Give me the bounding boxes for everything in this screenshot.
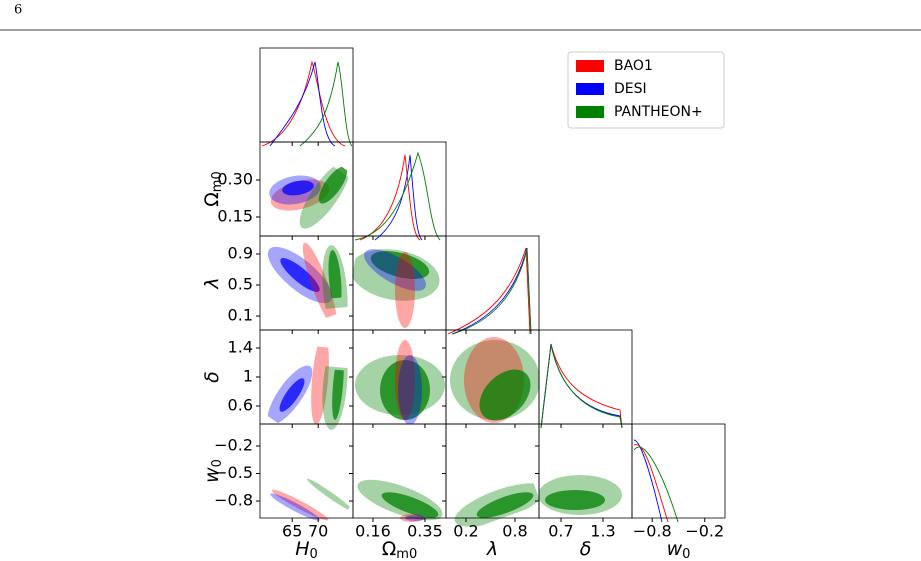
credible-region [302,242,338,328]
x-tick-label: 0.8 [502,522,527,541]
credible-region [479,369,531,421]
credible-region [311,342,329,425]
credible-region [364,249,426,291]
credible-region [270,493,320,521]
label-symbol: Ω [201,192,223,207]
legend-label: PANTHEON+ [614,104,703,120]
x-axis-label: H0 [295,538,318,561]
legend-swatch [576,106,604,118]
x-axis-label: w0 [667,538,691,561]
y-axis-label: δ [201,371,223,383]
credible-region [306,478,354,512]
marginal-curve [451,247,532,335]
y-tick-label: 0.30 [217,169,253,188]
label-subscript: 0 [682,547,690,561]
panel-frame [631,423,726,519]
y-tick-label: −0.8 [214,491,253,510]
marginal-curve [540,343,623,429]
y-tick-label: 0.6 [228,396,253,415]
legend-label: DESI [614,81,647,97]
marginal-curve [261,60,346,147]
y-axis-label: w0 [201,459,225,483]
label-subscript: 0 [310,547,318,561]
marginal-curve [359,154,421,241]
marginal-curve [354,151,441,241]
legend-swatch [576,83,604,95]
x-tick-label: 0.16 [355,522,391,541]
y-tick-label: 1 [243,367,253,386]
label-subscript: m0 [210,171,225,192]
label-symbol: λ [486,538,498,560]
credible-region [380,360,430,420]
marginal-curve [633,446,679,523]
credible-region [280,258,320,292]
marginal-curve [269,61,336,147]
y-tick-label: 1.4 [228,337,253,356]
marginal-curve [447,247,531,335]
x-tick-label: 0.7 [548,522,573,541]
x-axis-label: λ [486,538,498,560]
legend-swatch [576,60,604,72]
y-tick-label: 0.5 [228,275,253,294]
marginal-curve [540,344,623,429]
panel-frame [352,141,447,237]
x-axis-label: δ [580,538,592,560]
credible-region [476,492,534,518]
y-tick-label: 0.9 [228,243,253,262]
y-axis-label: Ωm0 [201,171,225,206]
label-symbol: w [667,538,683,560]
credible-region [271,489,329,521]
y-tick-label: −0.2 [214,436,253,455]
credible-region [545,490,605,510]
credible-region [395,252,415,328]
credible-region [282,180,314,196]
y-axis-label: λ [201,277,223,289]
label-symbol: w [201,467,223,483]
credible-region [395,340,415,420]
label-symbol: λ [201,277,223,289]
marginal-curve [452,248,532,335]
x-tick-label: 1.3 [590,522,615,541]
legend-label: BAO1 [614,58,653,74]
y-tick-label: 0.15 [217,207,253,226]
label-symbol: Ω [382,538,397,560]
credible-region [398,355,422,424]
label-symbol: δ [580,538,592,560]
marginal-curve [633,439,663,523]
page-number: 6 [14,3,22,18]
marginal-curve [633,444,669,523]
x-tick-label: 65 [282,522,302,541]
label-symbol: H [295,538,309,560]
y-tick-label: 0.1 [228,306,253,325]
x-tick-label: 0.2 [453,522,478,541]
x-tick-label: 0.35 [407,522,443,541]
credible-region [381,492,439,518]
y-tick-label: −0.5 [214,463,253,482]
x-axis-label: Ωm0 [382,538,417,561]
marginal-curve [540,343,623,429]
legend-box [567,51,725,129]
credible-region [318,166,348,204]
credible-region [370,251,430,279]
credible-region [328,250,342,303]
label-subscript: m0 [396,547,417,561]
x-tick-label: −0.8 [633,522,672,541]
x-tick-label: −0.2 [685,522,724,541]
credible-region [279,378,305,412]
label-subscript: 0 [210,459,225,467]
marginal-curve [299,61,353,147]
label-symbol: δ [201,371,223,383]
marginal-curve [374,154,423,241]
panel-frame [259,47,354,143]
x-tick-label: 70 [308,522,328,541]
